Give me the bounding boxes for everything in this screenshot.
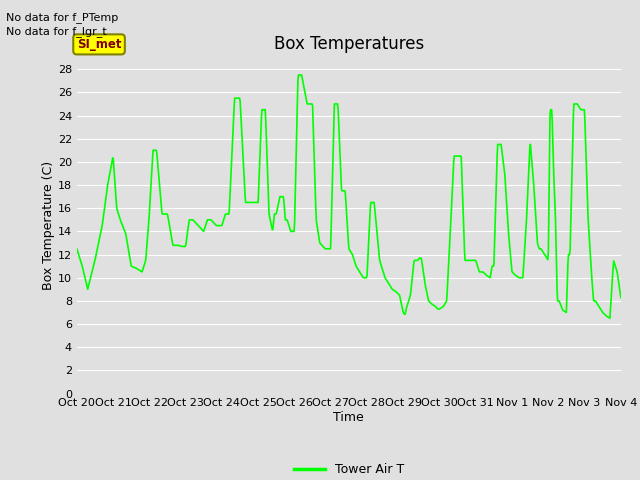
Text: SI_met: SI_met [77, 38, 122, 51]
X-axis label: Time: Time [333, 411, 364, 424]
Legend: Tower Air T: Tower Air T [289, 458, 409, 480]
Title: Box Temperatures: Box Temperatures [274, 35, 424, 53]
Text: No data for f_PTemp: No data for f_PTemp [6, 12, 118, 23]
Text: No data for f_lgr_t: No data for f_lgr_t [6, 26, 107, 37]
Y-axis label: Box Temperature (C): Box Temperature (C) [42, 161, 55, 290]
